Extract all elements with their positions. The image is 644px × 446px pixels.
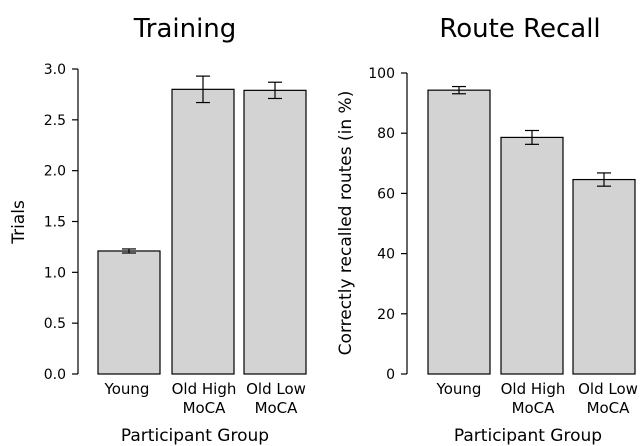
category-label: MoCA <box>587 399 631 417</box>
category-label: MoCA <box>255 399 299 417</box>
route-recall-chart: Route Recall Correctly recalled routes (… <box>336 14 638 446</box>
y-tick-label: 20 <box>377 307 395 323</box>
x-axis-label: Participant Group <box>121 426 269 446</box>
category-label: Old Low <box>578 380 638 398</box>
category-label: Young <box>104 380 150 398</box>
category-label: Old High <box>172 380 237 398</box>
y-tick-label: 1.0 <box>44 265 66 281</box>
y-axis-label: Trials <box>9 200 29 245</box>
y-tick-label: 60 <box>377 186 395 202</box>
error-bar <box>597 172 611 187</box>
bar <box>572 178 636 375</box>
category-label: Old High <box>501 380 566 398</box>
error-bar <box>525 129 539 145</box>
y-tick-label: 0.0 <box>44 367 66 383</box>
bar <box>427 89 491 375</box>
y-tick-label: 0.5 <box>44 316 66 332</box>
y-tick-label: 40 <box>377 247 395 263</box>
category-label: MoCA <box>183 399 227 417</box>
y-tick-label: 1.5 <box>44 215 66 231</box>
y-tick-label: 100 <box>368 66 395 82</box>
chart-title: Route Recall <box>439 14 600 44</box>
y-tick-label: 80 <box>377 126 395 142</box>
x-axis-label: Participant Group <box>454 426 602 446</box>
error-bar <box>122 248 136 254</box>
y-tick-label: 2.5 <box>44 113 66 129</box>
training-chart: Training Trials Participant Group 0.0 0.5… <box>9 14 307 446</box>
bar <box>500 136 564 375</box>
y-tick-label: 3.0 <box>44 62 66 78</box>
error-bar <box>196 75 210 104</box>
category-label: Old Low <box>246 380 306 398</box>
bar <box>171 88 235 375</box>
bar <box>243 89 307 375</box>
category-label: Young <box>436 380 482 398</box>
y-tick-label: 2.0 <box>44 164 66 180</box>
bar <box>97 250 161 375</box>
y-axis-label: Correctly recalled routes (in %) <box>336 91 356 356</box>
chart-title: Training <box>133 14 237 44</box>
error-bar <box>452 85 466 95</box>
error-bar <box>268 81 282 100</box>
y-tick-label: 0 <box>386 367 395 383</box>
category-label: MoCA <box>512 399 556 417</box>
